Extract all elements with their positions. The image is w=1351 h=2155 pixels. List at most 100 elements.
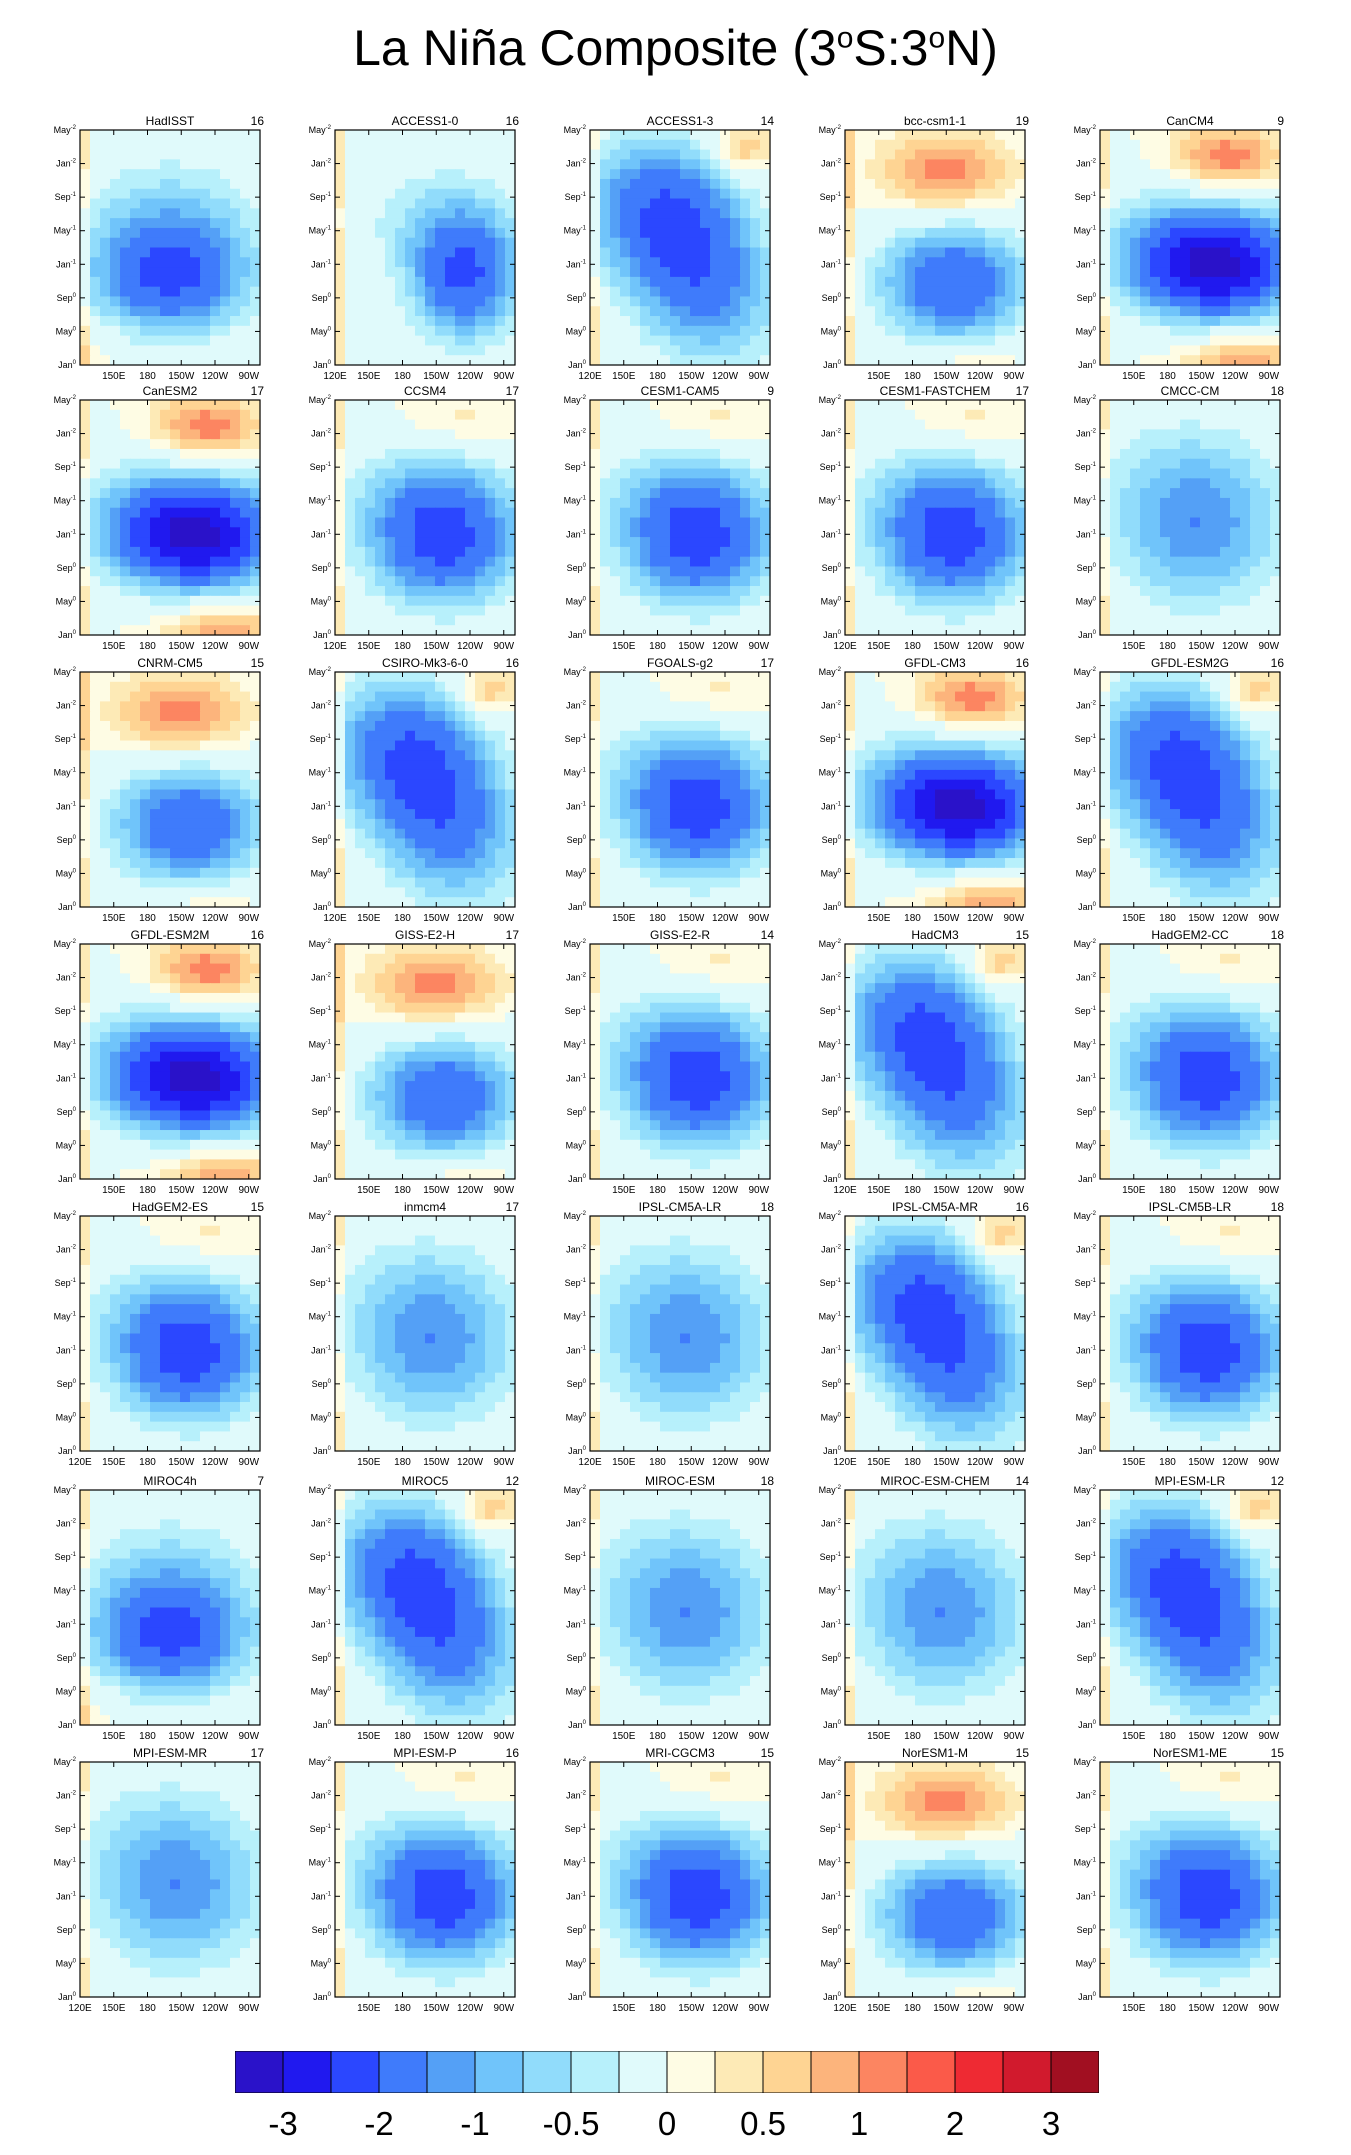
panel-title: CESM1-CAM5 — [590, 384, 770, 398]
heatmap-cell — [975, 345, 986, 355]
heatmap-cell — [965, 576, 976, 586]
heatmap-cell — [355, 218, 366, 228]
heatmap-cell — [335, 429, 346, 439]
heatmap-cell — [220, 218, 231, 228]
heatmap-cell — [180, 169, 191, 179]
heatmap-cell — [130, 672, 141, 682]
heatmap-cell — [100, 267, 111, 277]
heatmap-cell — [865, 410, 876, 420]
heatmap-cell — [985, 439, 996, 449]
y-tick-label: Jan-2 — [566, 159, 587, 169]
heatmap-cell — [210, 218, 221, 228]
heatmap-cell — [485, 179, 496, 189]
y-tick-label: May-2 — [309, 395, 332, 405]
heatmap-cell — [650, 576, 661, 586]
heatmap-cell — [170, 692, 181, 702]
heatmap-cell — [485, 150, 496, 160]
heatmap-cell — [995, 228, 1006, 238]
heatmap-cell — [495, 566, 506, 576]
heatmap-cell — [475, 345, 486, 355]
heatmap-cell — [160, 257, 171, 267]
heatmap-cell — [630, 469, 641, 479]
heatmap-cell — [170, 478, 181, 488]
heatmap-cell — [1210, 400, 1221, 410]
heatmap-cell — [90, 576, 101, 586]
heatmap-cell — [455, 140, 466, 150]
heatmap-cell — [700, 488, 711, 498]
heatmap-cell — [120, 711, 131, 721]
heatmap-cell — [130, 199, 141, 209]
heatmap-cell — [130, 527, 141, 537]
heatmap-cell — [1005, 150, 1016, 160]
heatmap-cell — [740, 449, 751, 459]
heatmap-cell — [1260, 537, 1271, 547]
heatmap-cell — [865, 296, 876, 306]
heatmap-cell — [1190, 218, 1201, 228]
heatmap-cell — [455, 296, 466, 306]
heatmap-cell — [965, 400, 976, 410]
heatmap-cell — [1270, 420, 1281, 430]
heatmap-cell — [1005, 410, 1016, 420]
heatmap-cell — [455, 179, 466, 189]
heatmap-cell — [230, 576, 241, 586]
heatmap-cell — [670, 326, 681, 336]
heatmap-cell — [640, 257, 651, 267]
heatmap-cell — [620, 566, 631, 576]
heatmap-cell — [435, 537, 446, 547]
heatmap-cell — [1220, 547, 1231, 557]
heatmap-cell — [660, 400, 671, 410]
heatmap-cell — [750, 606, 761, 616]
heatmap-cell — [855, 586, 866, 596]
heatmap-cell — [210, 760, 221, 770]
heatmap-cell — [1130, 478, 1141, 488]
heatmap-cell — [935, 316, 946, 326]
heatmap-cell — [475, 228, 486, 238]
heatmap-cell — [1210, 257, 1221, 267]
heatmap-cell — [955, 218, 966, 228]
heatmap-cell — [1220, 606, 1231, 616]
heatmap-cell — [855, 189, 866, 199]
heatmap-cell — [1250, 150, 1261, 160]
heatmap-cell — [865, 306, 876, 316]
heatmap-cell — [650, 150, 661, 160]
heatmap-cell — [610, 296, 621, 306]
heatmap-cell — [355, 296, 366, 306]
heatmap-cell — [1100, 169, 1111, 179]
heatmap-cell — [1140, 459, 1151, 469]
heatmap-cell — [140, 606, 151, 616]
heatmap-cell — [495, 267, 506, 277]
heatmap-cell — [160, 140, 171, 150]
heatmap-cell — [435, 238, 446, 248]
heatmap-cell — [210, 576, 221, 586]
heatmap-cell — [1180, 287, 1191, 297]
heatmap-cell — [180, 159, 191, 169]
x-tick-label: 180 — [904, 641, 921, 652]
heatmap-cell — [110, 287, 121, 297]
heatmap-cell — [1160, 140, 1171, 150]
heatmap-cell — [750, 596, 761, 606]
heatmap-cell — [230, 537, 241, 547]
heatmap-cell — [1015, 625, 1026, 635]
heatmap-cell — [375, 130, 386, 140]
heatmap-cell — [90, 150, 101, 160]
heatmap-cell — [110, 508, 121, 518]
heatmap-cell — [905, 429, 916, 439]
heatmap-cell — [1260, 277, 1271, 287]
heatmap-cell — [150, 770, 161, 780]
heatmap-cell — [845, 130, 856, 140]
heatmap-cell — [945, 248, 956, 258]
heatmap-cell — [640, 169, 651, 179]
heatmap-cell — [1200, 345, 1211, 355]
heatmap-cell — [405, 228, 416, 238]
heatmap-cell — [180, 238, 191, 248]
heatmap-cell — [495, 159, 506, 169]
heatmap-cell — [1130, 189, 1141, 199]
heatmap-cell — [700, 508, 711, 518]
heatmap-cell — [395, 469, 406, 479]
heatmap-cell — [1110, 469, 1121, 479]
heatmap-cell — [495, 606, 506, 616]
panel-heatmap: May-2Jan-2Sep-1May-1Jan-1Sep0May0Jan0150… — [80, 400, 260, 635]
heatmap-cell — [845, 547, 856, 557]
heatmap-cell — [1120, 498, 1131, 508]
heatmap-cell — [80, 576, 91, 586]
